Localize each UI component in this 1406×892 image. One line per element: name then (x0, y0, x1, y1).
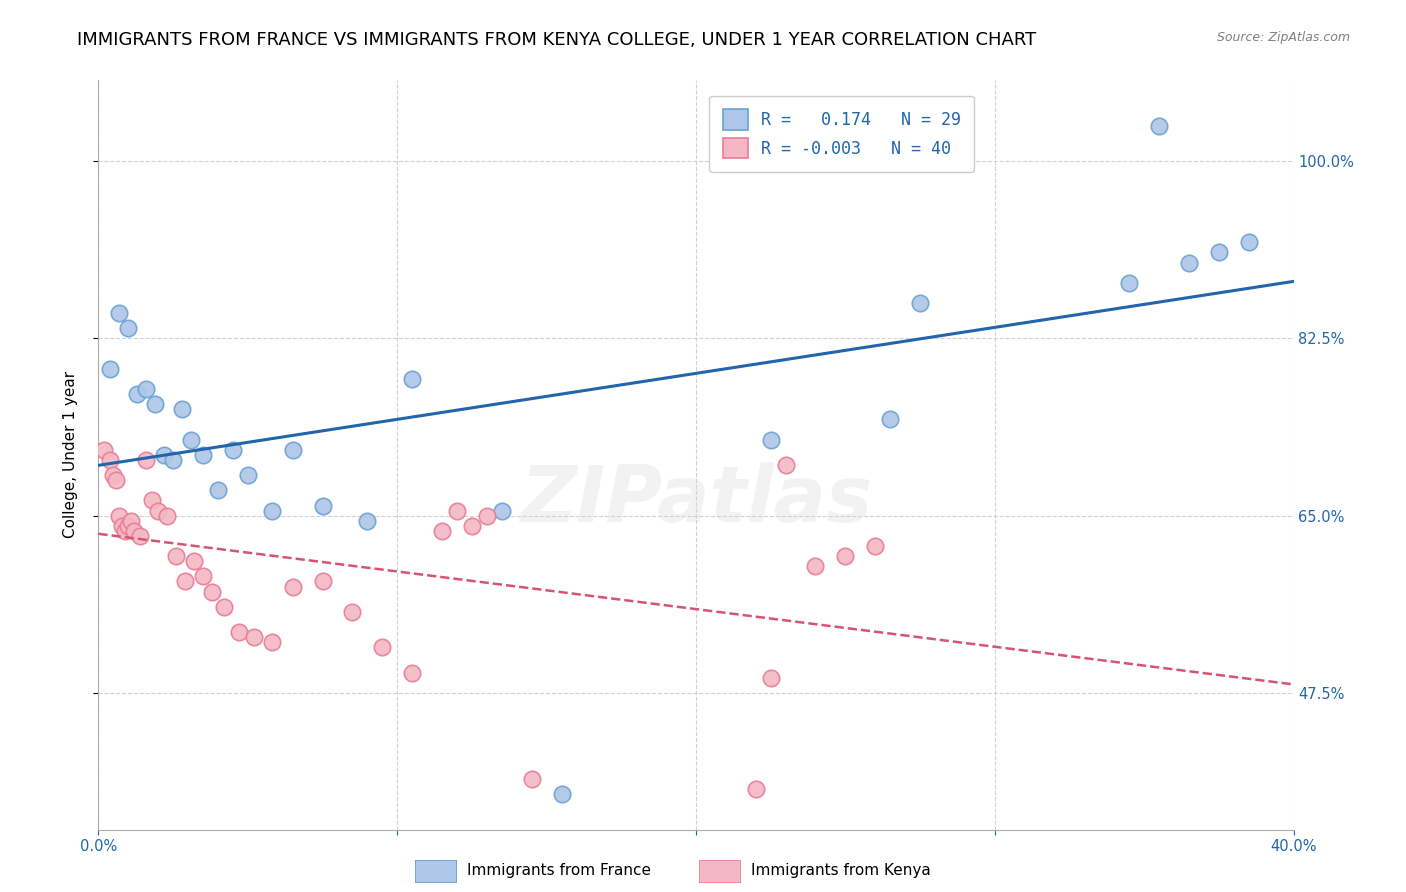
Point (207, 483, 229, 498)
Point (105, 473, 128, 487)
Point (281, 580, 304, 594)
Point (165, 549, 187, 564)
Point (183, 554, 205, 568)
Point (745, 782, 768, 797)
Point (114, 524, 136, 538)
Point (143, 397, 166, 411)
Point (491, 503, 513, 517)
Text: Source: ZipAtlas.com: Source: ZipAtlas.com (1216, 31, 1350, 45)
Point (260, 635, 283, 649)
Point (371, 640, 394, 655)
Point (236, 468, 259, 483)
FancyBboxPatch shape (415, 860, 457, 883)
Point (135, 453, 157, 467)
Point (908, 296, 931, 310)
Point (804, 559, 827, 574)
Point (174, 574, 197, 589)
Point (260, 503, 283, 517)
Point (1118, 276, 1140, 290)
Point (108, 306, 131, 320)
Point (98, 453, 122, 467)
Point (153, 448, 176, 462)
Point (212, 599, 235, 614)
Text: IMMIGRANTS FROM FRANCE VS IMMIGRANTS FROM KENYA COLLEGE, UNDER 1 YEAR CORRELATIO: IMMIGRANTS FROM FRANCE VS IMMIGRANTS FRO… (77, 31, 1036, 49)
Point (401, 372, 423, 386)
Point (103, 468, 125, 483)
Point (1147, 119, 1170, 133)
Point (759, 671, 782, 685)
Point (1237, 235, 1260, 250)
Point (430, 524, 453, 538)
Point (191, 448, 214, 462)
Point (201, 584, 224, 599)
Y-axis label: College, Under 1 year: College, Under 1 year (63, 371, 77, 539)
Point (243, 630, 266, 644)
Point (475, 508, 498, 523)
Point (222, 442, 245, 457)
Point (124, 524, 146, 538)
Point (191, 569, 214, 583)
Point (759, 433, 782, 447)
Point (311, 574, 333, 589)
Point (520, 772, 543, 786)
Point (180, 433, 202, 447)
Point (311, 499, 333, 513)
FancyBboxPatch shape (699, 860, 741, 883)
Point (461, 518, 484, 533)
Point (775, 458, 797, 472)
Text: Immigrants from France: Immigrants from France (467, 863, 651, 878)
Point (98, 362, 122, 376)
Point (865, 539, 887, 553)
Point (1178, 255, 1201, 269)
Point (120, 514, 142, 528)
Point (446, 503, 468, 517)
Text: ZIPatlas: ZIPatlas (520, 462, 872, 538)
Point (141, 493, 163, 508)
Point (127, 387, 149, 401)
Point (135, 382, 157, 396)
Point (834, 549, 856, 564)
Point (162, 453, 184, 467)
Point (129, 529, 152, 543)
Point (228, 625, 250, 640)
Legend: R =   0.174   N = 29, R = -0.003   N = 40: R = 0.174 N = 29, R = -0.003 N = 40 (710, 96, 974, 172)
Point (93, 442, 115, 457)
Point (172, 402, 194, 417)
Point (117, 321, 139, 335)
Point (117, 518, 139, 533)
Text: Immigrants from Kenya: Immigrants from Kenya (751, 863, 931, 878)
Point (281, 442, 304, 457)
Point (1208, 245, 1230, 260)
Point (342, 605, 364, 619)
Point (148, 503, 170, 517)
Point (550, 787, 572, 801)
Point (156, 508, 179, 523)
Point (356, 514, 378, 528)
Point (879, 412, 901, 426)
Point (108, 508, 131, 523)
Point (401, 665, 423, 680)
Point (111, 518, 134, 533)
